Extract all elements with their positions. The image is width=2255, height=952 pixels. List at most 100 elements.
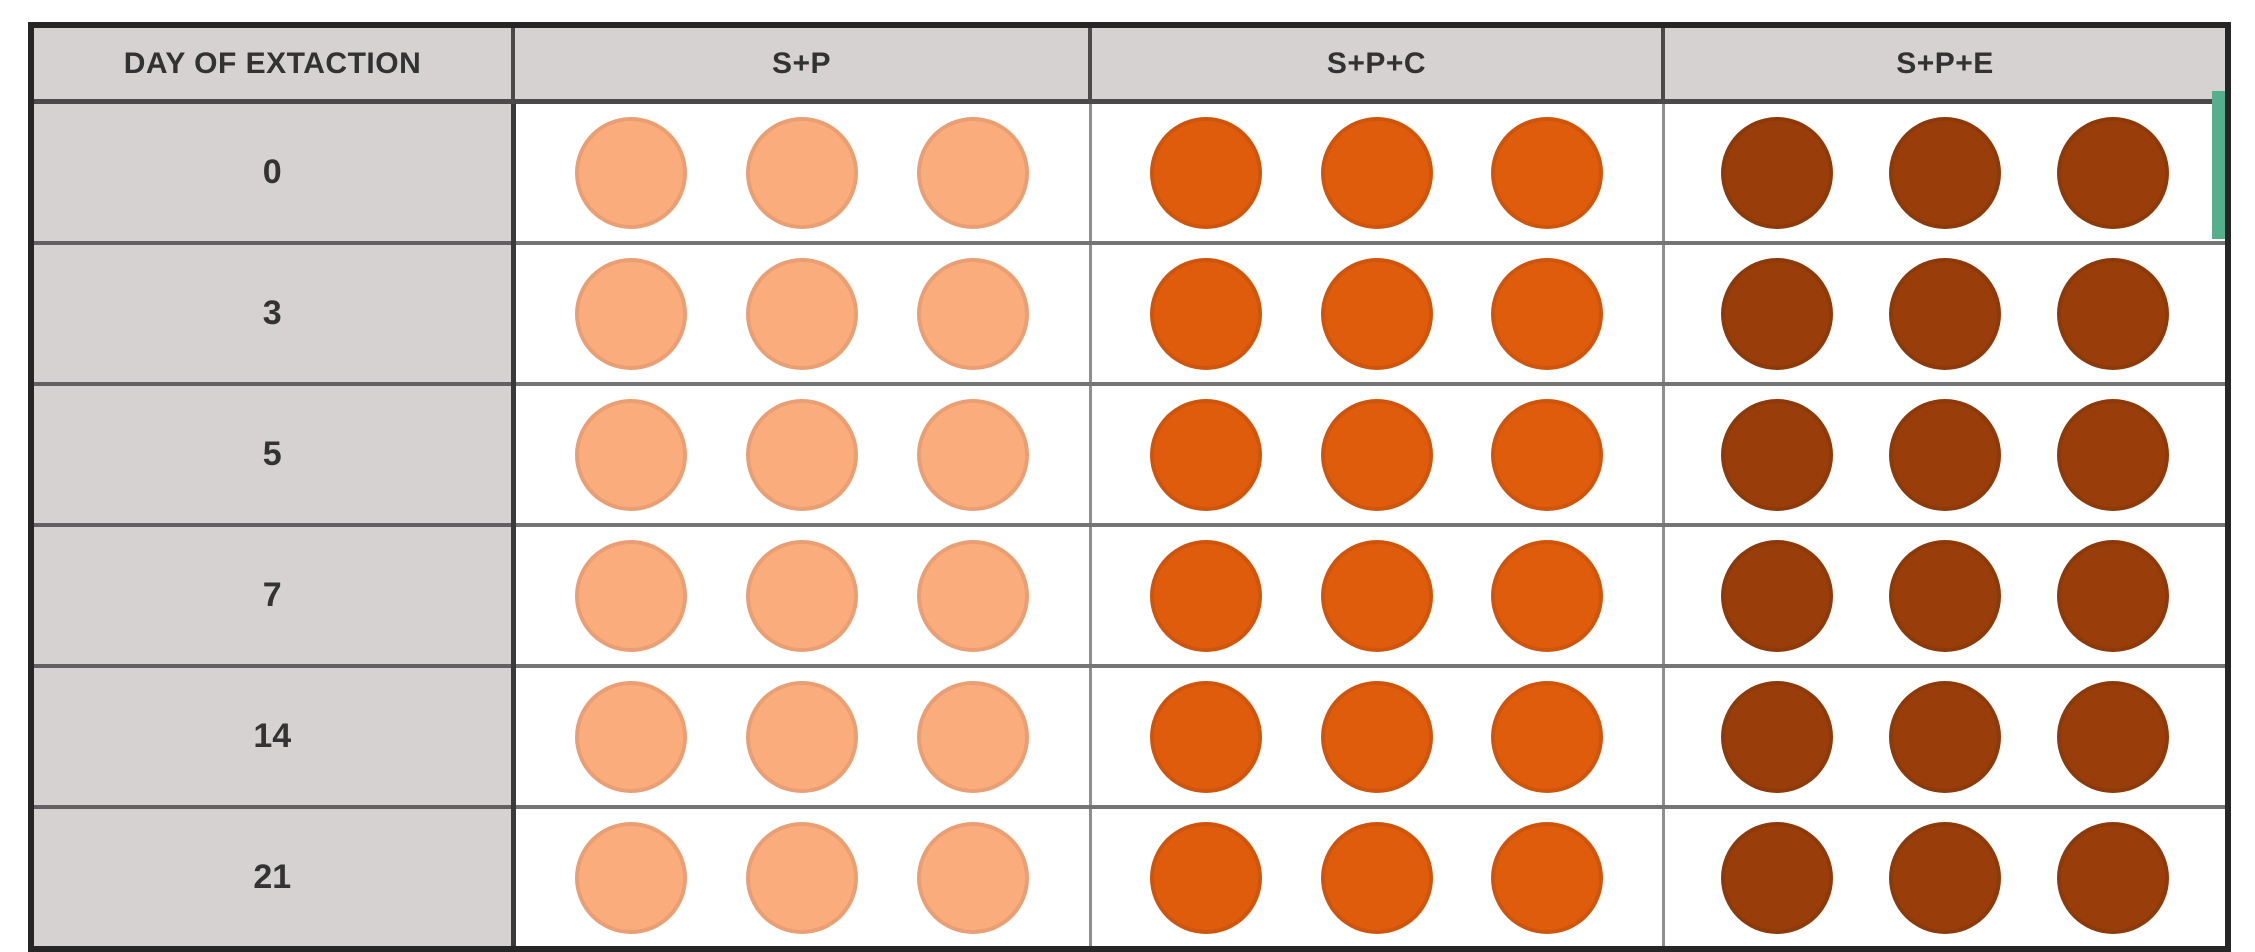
sample-dot-sp <box>746 398 858 511</box>
sample-dot-spe <box>1888 398 2001 511</box>
sample-dot-spe <box>2056 539 2169 652</box>
dot-group-spe <box>1665 245 2226 382</box>
sample-dot-sp <box>746 680 858 793</box>
day-label-cell: 21 <box>29 805 516 951</box>
dot-group-spe <box>1665 104 2226 241</box>
dot-group-spe <box>1665 809 2226 946</box>
sample-dot-sp <box>574 398 687 511</box>
dot-cell-spe <box>1661 99 2230 245</box>
sample-dot-spe <box>1888 821 2001 934</box>
dot-cell-spe <box>1661 241 2230 386</box>
sample-dot-spc <box>1491 680 1603 793</box>
dot-cell-sp <box>511 523 1092 668</box>
sample-dot-sp <box>574 539 687 652</box>
column-header-day-of-extaction: DAY OF EXTACTION <box>29 23 515 104</box>
dot-cell-spc <box>1088 241 1665 386</box>
dot-group-spe <box>1665 386 2226 523</box>
column-header-s-p-c: S+P+C <box>1088 23 1665 104</box>
sample-dot-sp <box>917 116 1030 229</box>
day-label-cell: 0 <box>29 99 516 245</box>
sample-dot-spc <box>1150 680 1262 793</box>
sample-dot-spc <box>1150 821 1262 934</box>
dot-cell-spe <box>1661 805 2230 951</box>
sample-dot-spc <box>1491 116 1603 229</box>
day-label-cell: 7 <box>29 523 516 668</box>
sample-dot-sp <box>746 539 858 652</box>
sample-dot-spe <box>1720 116 1833 229</box>
color-comparison-figure: DAY OF EXTACTION S+P S+P+C S+P+E 0 3 5 7… <box>28 22 2231 952</box>
table-row: 7 <box>29 523 2230 668</box>
sample-dot-sp <box>574 116 687 229</box>
sample-dot-sp <box>917 257 1030 370</box>
sample-dot-spe <box>2056 821 2169 934</box>
sample-dot-sp <box>917 398 1030 511</box>
sample-dot-sp <box>746 116 858 229</box>
dot-group-sp <box>516 809 1089 946</box>
sample-dot-spc <box>1491 398 1603 511</box>
dot-cell-spc <box>1088 664 1665 809</box>
sample-dot-spe <box>1888 680 2001 793</box>
dot-cell-spc <box>1088 382 1665 527</box>
sample-dot-sp <box>746 821 858 934</box>
column-header-s-p-e: S+P+E <box>1661 23 2230 104</box>
day-label-cell: 14 <box>29 664 516 809</box>
sample-dot-spe <box>2056 116 2169 229</box>
selection-highlight <box>2212 91 2225 239</box>
sample-dot-spc <box>1320 821 1433 934</box>
sample-dot-spc <box>1491 257 1603 370</box>
sample-dot-spe <box>1888 539 2001 652</box>
table-row: 0 <box>29 99 2230 245</box>
dot-group-spc <box>1092 809 1662 946</box>
dot-cell-spc <box>1088 805 1665 951</box>
table-row: 21 <box>29 805 2230 951</box>
sample-dot-spc <box>1150 116 1262 229</box>
sample-dot-spc <box>1320 680 1433 793</box>
sample-dot-spc <box>1491 539 1603 652</box>
sample-dot-sp <box>917 539 1030 652</box>
dot-cell-sp <box>511 241 1092 386</box>
dot-cell-spe <box>1661 664 2230 809</box>
dot-cell-sp <box>511 805 1092 951</box>
sample-dot-spe <box>1720 821 1833 934</box>
dot-cell-spe <box>1661 523 2230 668</box>
dot-group-sp <box>516 245 1089 382</box>
sample-dot-spc <box>1320 116 1433 229</box>
dot-group-sp <box>516 104 1089 241</box>
table-row: 3 <box>29 241 2230 386</box>
sample-dot-spc <box>1320 539 1433 652</box>
dot-cell-sp <box>511 382 1092 527</box>
sample-dot-sp <box>917 821 1030 934</box>
dot-cell-spc <box>1088 523 1665 668</box>
sample-dot-spe <box>2056 398 2169 511</box>
dot-group-sp <box>516 386 1089 523</box>
sample-dot-sp <box>574 257 687 370</box>
dot-group-spc <box>1092 104 1662 241</box>
sample-dot-spe <box>1888 257 2001 370</box>
dot-group-sp <box>516 527 1089 664</box>
sample-dot-sp <box>574 821 687 934</box>
sample-dot-spc <box>1320 257 1433 370</box>
day-label-cell: 3 <box>29 241 516 386</box>
dot-group-spc <box>1092 245 1662 382</box>
dot-cell-sp <box>511 99 1092 245</box>
dot-group-spe <box>1665 527 2226 664</box>
sample-dot-spe <box>1720 680 1833 793</box>
dot-group-spe <box>1665 668 2226 805</box>
sample-dot-spe <box>2056 680 2169 793</box>
dot-group-spc <box>1092 527 1662 664</box>
dot-group-spc <box>1092 668 1662 805</box>
sample-dot-spc <box>1150 398 1262 511</box>
sample-dot-spe <box>2056 257 2169 370</box>
sample-dot-spc <box>1491 821 1603 934</box>
sample-dot-spc <box>1320 398 1433 511</box>
sample-dot-sp <box>574 680 687 793</box>
dot-cell-spc <box>1088 99 1665 245</box>
day-label-cell: 5 <box>29 382 516 527</box>
sample-dot-spe <box>1720 539 1833 652</box>
sample-dot-spe <box>1888 116 2001 229</box>
header-row: DAY OF EXTACTION S+P S+P+C S+P+E <box>29 23 2230 104</box>
sample-dot-spe <box>1720 257 1833 370</box>
sample-dot-spc <box>1150 539 1262 652</box>
dot-cell-sp <box>511 664 1092 809</box>
table-row: 5 <box>29 382 2230 527</box>
